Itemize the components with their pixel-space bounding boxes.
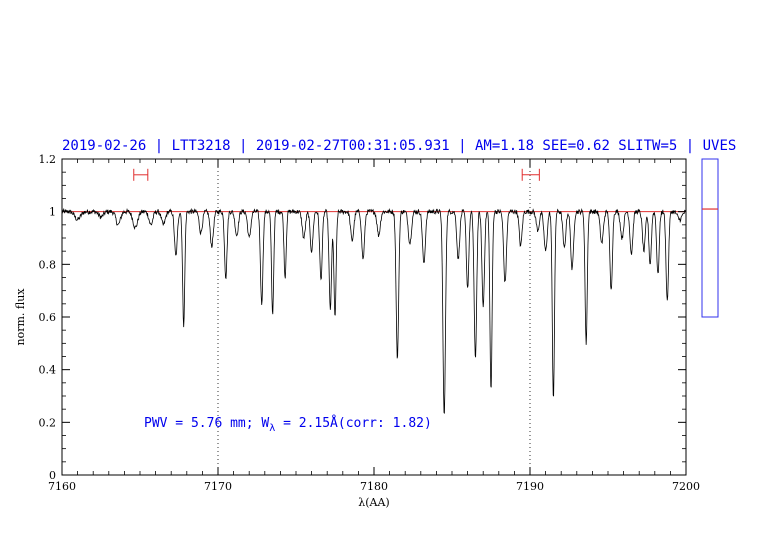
y-tick-label: 0.2: [39, 416, 57, 429]
y-axis-label: norm. flux: [14, 288, 27, 346]
side-panel-box: [701, 158, 719, 318]
annotation-subscript: λ: [269, 423, 275, 434]
pwv-annotation: PWV = 5.76 mm; Wλ = 2.15Å(corr: 1.82): [144, 415, 432, 434]
y-tick-labels: 0 0.2 0.4 0.6 0.8 1 1.2: [39, 153, 57, 482]
spectrum-line: [61, 207, 687, 414]
y-tick-label: 1: [49, 206, 56, 219]
y-tick-label: 0.6: [39, 311, 57, 324]
x-tick-label: 7180: [360, 480, 388, 493]
x-tick-label: 7200: [672, 480, 700, 493]
continuum-window-markers: [133, 168, 540, 181]
annotation-prefix: PWV = 5.76 mm; W: [144, 416, 269, 431]
annotation-suffix: = 2.15Å(corr: 1.82): [275, 415, 432, 431]
x-tick-labels: 7160 7170 7180 7190 7200: [48, 480, 700, 493]
chart-title: 2019-02-26 | LTT3218 | 2019-02-27T00:31:…: [62, 138, 736, 154]
continuum-window-marker: [133, 168, 149, 181]
continuum-window-marker: [521, 168, 540, 181]
x-tick-label: 7160: [48, 480, 76, 493]
y-tick-label: 0.8: [39, 258, 57, 271]
x-tick-label: 7170: [204, 480, 232, 493]
y-tick-label: 0.4: [39, 364, 57, 377]
y-tick-label: 0: [49, 469, 56, 482]
x-axis-label: λ(AA): [358, 496, 389, 509]
x-tick-label: 7190: [516, 480, 544, 493]
axis-ticks: [61, 158, 687, 476]
y-tick-label: 1.2: [39, 153, 57, 166]
